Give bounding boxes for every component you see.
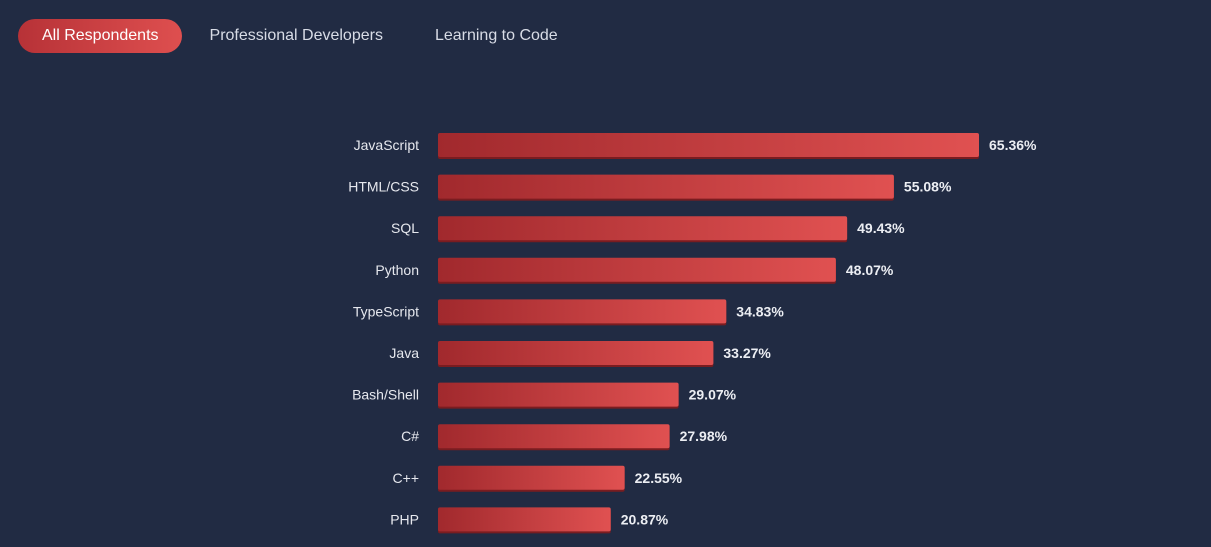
value-label: 34.83%	[736, 303, 784, 319]
category-label: JavaScript	[354, 137, 419, 153]
category-label: C++	[393, 470, 419, 486]
bar[interactable]	[438, 216, 848, 241]
value-label: 22.55%	[635, 470, 683, 486]
value-label: 48.07%	[846, 262, 894, 278]
value-label: 29.07%	[689, 387, 737, 403]
category-label: SQL	[391, 220, 419, 236]
bar[interactable]	[438, 341, 714, 365]
tab-professional-developers[interactable]: Professional Developers	[209, 27, 383, 44]
value-label: 33.27%	[723, 345, 771, 361]
respondent-tabs: All Respondents Professional Developers …	[18, 19, 558, 53]
value-label: 65.36%	[989, 137, 1037, 153]
bar[interactable]	[438, 299, 727, 324]
category-label: HTML/CSS	[348, 179, 419, 195]
value-label: 27.98%	[680, 428, 728, 444]
bar[interactable]	[438, 465, 625, 490]
value-label: 49.43%	[857, 220, 905, 236]
category-label: Python	[375, 262, 419, 278]
category-label: Java	[389, 345, 419, 361]
bar[interactable]	[438, 174, 894, 199]
bar[interactable]	[438, 257, 836, 282]
bar[interactable]	[438, 133, 979, 157]
bar[interactable]	[438, 382, 679, 407]
category-label: C#	[401, 428, 419, 444]
value-label: 55.08%	[904, 179, 952, 195]
value-label: 20.87%	[621, 511, 669, 527]
category-label: TypeScript	[353, 303, 419, 319]
bar[interactable]	[438, 507, 611, 532]
tab-learning-to-code[interactable]: Learning to Code	[434, 27, 558, 44]
tab-all-respondents[interactable]: All Respondents	[18, 19, 182, 53]
bar[interactable]	[438, 424, 670, 449]
category-label: PHP	[390, 511, 419, 527]
category-label: Bash/Shell	[352, 387, 419, 403]
bars-group: JavaScript 65.36% HTML/CSS 55.08% SQL 49.43% P…	[348, 133, 1037, 534]
